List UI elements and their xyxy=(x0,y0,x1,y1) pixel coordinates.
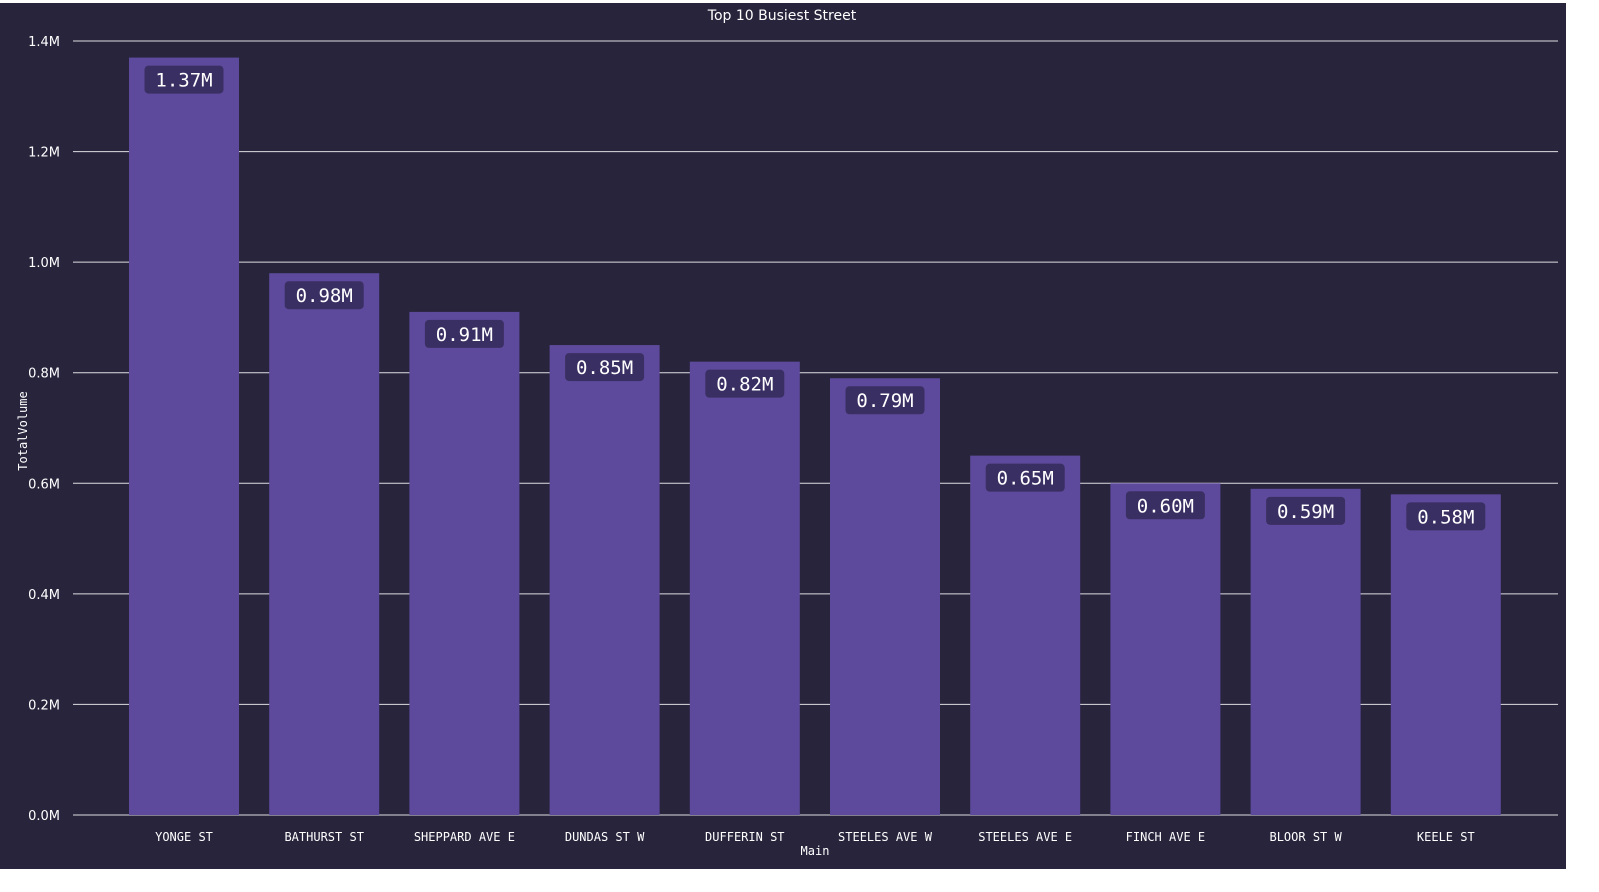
value-label-box xyxy=(1266,496,1346,525)
bar xyxy=(689,361,800,815)
value-label-box xyxy=(284,281,364,310)
y-tick-label: 1.2M xyxy=(28,146,60,161)
bar xyxy=(269,273,380,815)
bar xyxy=(549,345,660,815)
y-tick-label: 0.8M xyxy=(28,367,60,382)
value-label: 0.79M xyxy=(856,390,913,412)
y-tick-label: 1.4M xyxy=(28,35,60,50)
value-label-box xyxy=(1406,502,1486,531)
x-tick-label: FINCH AVE E xyxy=(1126,830,1205,844)
bar xyxy=(409,311,520,815)
chart-panel: Top 10 Busiest Street 0.0M 0.2M 0.4M 0.6M 0.… xyxy=(0,3,1566,869)
x-axis-ticks: YONGE ST BATHURST ST SHEPPARD AVE E DUNDAS … xyxy=(155,830,1475,844)
value-label-box xyxy=(985,463,1065,492)
y-tick-label: 0.2M xyxy=(28,698,60,713)
x-tick-label: BLOOR ST W xyxy=(1269,830,1342,844)
bars xyxy=(129,57,1501,816)
y-tick-label: 1.0M xyxy=(28,256,60,271)
value-label: 1.37M xyxy=(155,70,212,92)
value-label-box xyxy=(845,386,925,415)
value-label: 0.85M xyxy=(576,357,633,379)
value-label-box xyxy=(144,65,224,94)
x-tick-label: DUNDAS ST W xyxy=(565,830,645,844)
value-label-box xyxy=(424,319,504,348)
value-labels: 1.37M 0.98M 0.91M 0.85M 0.82M 0.79M 0.65M 0.60M… xyxy=(144,65,1486,531)
value-label: 0.65M xyxy=(997,468,1054,490)
value-label: 0.58M xyxy=(1417,506,1474,528)
y-axis-label: TotalVolume xyxy=(16,391,30,470)
x-tick-label: SHEPPARD AVE E xyxy=(414,830,515,844)
bar-chart: Top 10 Busiest Street 0.0M0.2M0.4M0.6M0.… xyxy=(16,8,1558,858)
bar xyxy=(970,455,1081,815)
x-tick-label: YONGE ST xyxy=(155,830,213,844)
y-tick-label: 0.6M xyxy=(28,477,60,492)
value-label: 0.60M xyxy=(1137,495,1194,517)
bar xyxy=(1390,494,1501,815)
value-label: 0.82M xyxy=(716,374,773,396)
value-label-box xyxy=(705,369,785,398)
chart-title: Top 10 Busiest Street xyxy=(707,8,857,24)
value-label-box xyxy=(1125,491,1205,520)
x-tick-label: STEELES AVE E xyxy=(978,830,1072,844)
bar xyxy=(129,57,239,816)
x-tick-label: STEELES AVE W xyxy=(838,830,933,844)
bar xyxy=(1250,488,1361,815)
x-axis-label: Main xyxy=(801,844,830,858)
x-tick-label: DUFFERIN ST xyxy=(705,830,784,844)
value-label: 0.59M xyxy=(1277,501,1334,523)
x-tick-label: BATHURST ST xyxy=(284,830,363,844)
value-label: 0.98M xyxy=(296,285,353,307)
y-tick-label: 0.0M xyxy=(28,809,60,824)
y-tick-label: 0.4M xyxy=(28,588,60,603)
value-label-box xyxy=(565,353,645,382)
bar xyxy=(1110,483,1221,815)
x-tick-label: KEELE ST xyxy=(1417,830,1475,844)
value-label: 0.91M xyxy=(436,324,493,346)
y-axis-ticks: 0.0M 0.2M 0.4M 0.6M 0.8M 1.0M 1.2M 1.4M xyxy=(28,35,60,824)
bar xyxy=(830,378,940,815)
